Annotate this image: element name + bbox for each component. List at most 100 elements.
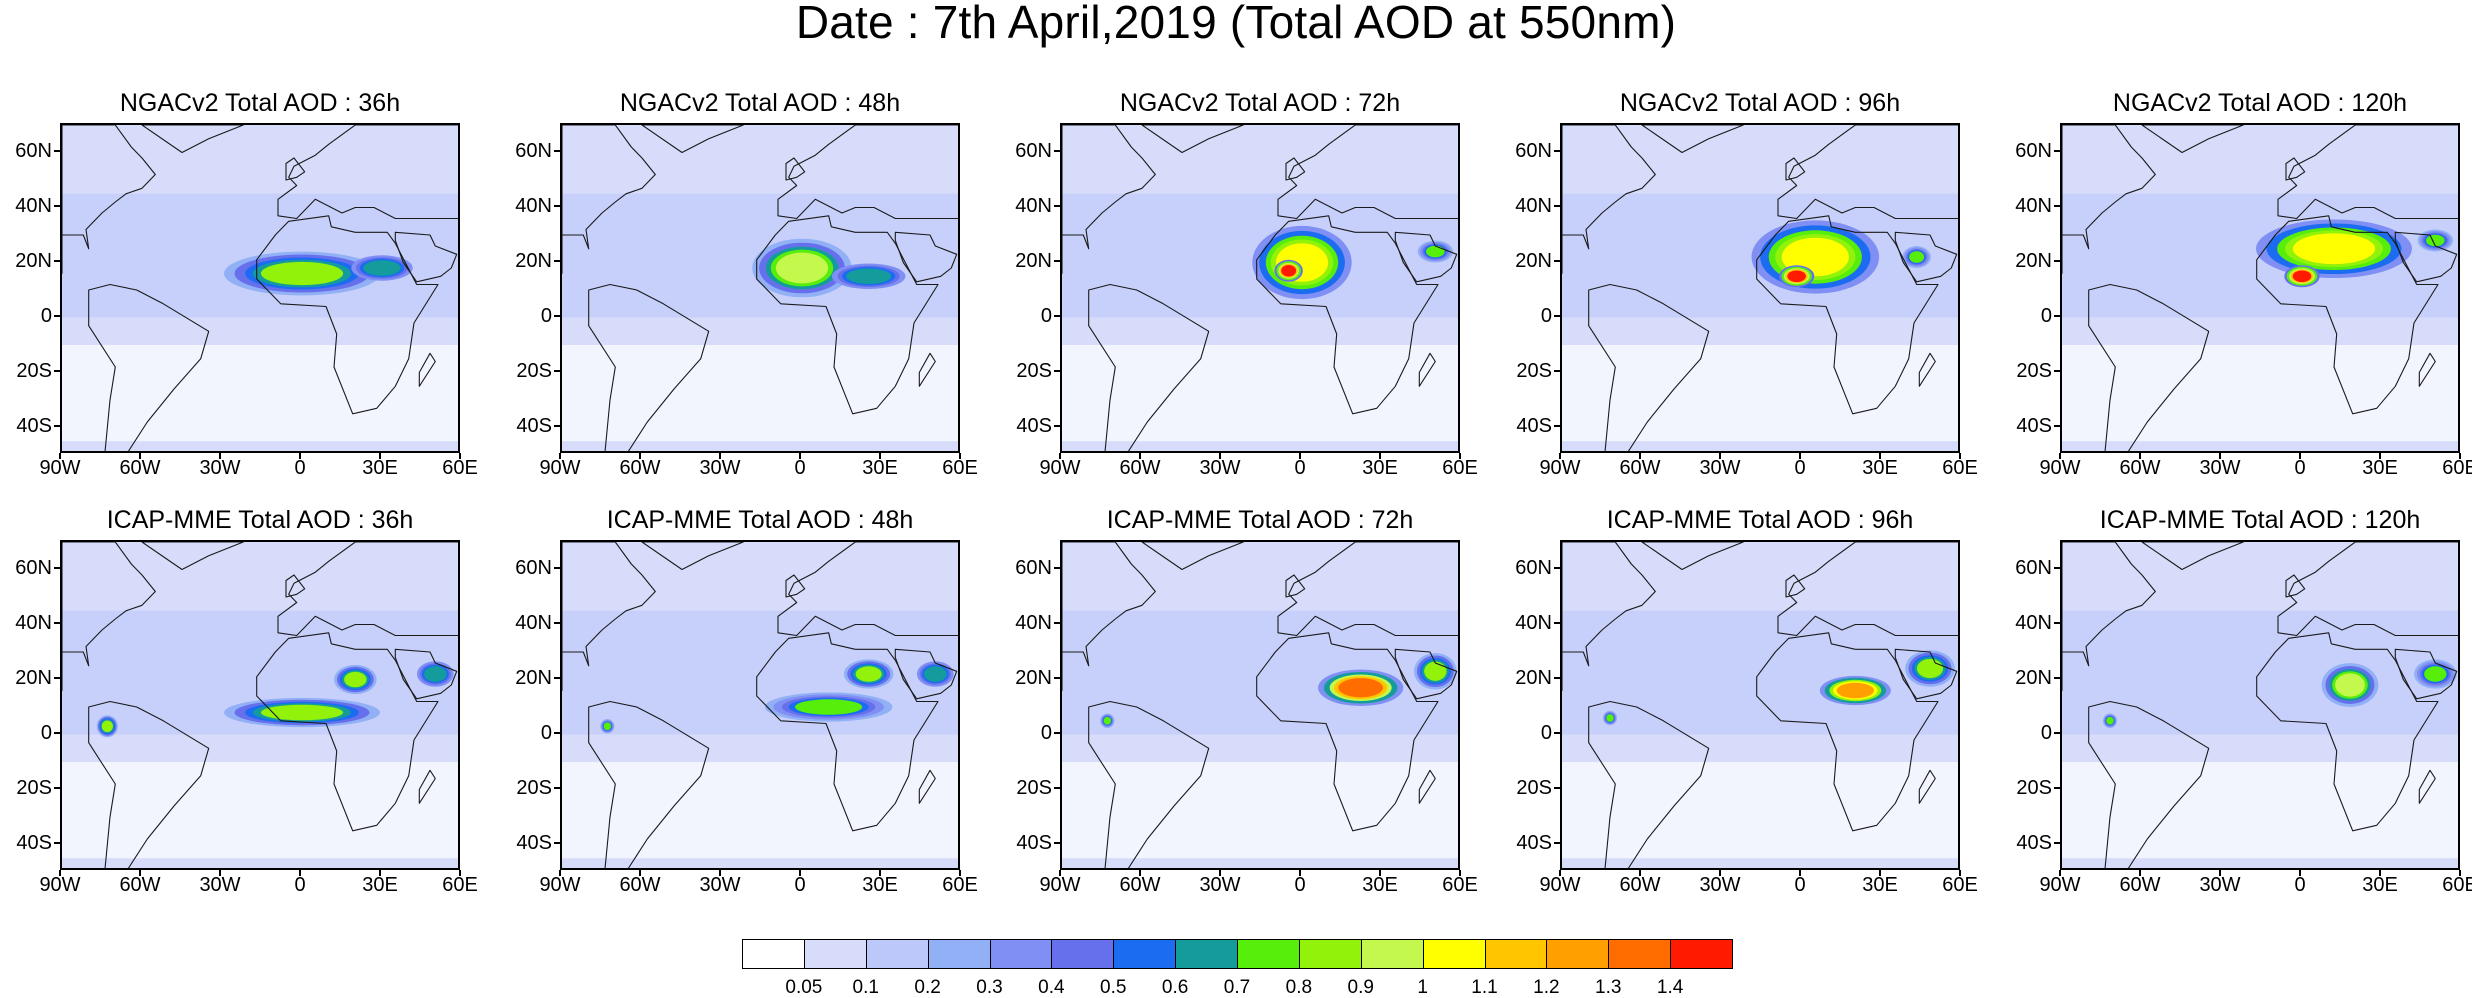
south-america-outline <box>1088 700 1210 868</box>
aod-plume <box>363 260 401 276</box>
map-panel: ICAP-MME Total AOD : 48h 60N 40N 20N 0 20S 40S… <box>502 505 1002 905</box>
lon-tick-label: 60E <box>1442 874 1478 896</box>
aod-plume <box>2424 666 2447 682</box>
colorbar-cell <box>1608 939 1672 969</box>
lat-tick <box>1554 314 1560 317</box>
map-canvas <box>2062 125 2458 451</box>
uk-outline <box>285 157 306 181</box>
greenland-outline <box>641 542 744 571</box>
south-america-outline <box>1088 283 1210 451</box>
greenland-outline <box>641 125 744 154</box>
lat-tick <box>2054 676 2060 679</box>
lon-tick <box>2059 870 2061 876</box>
lon-tick <box>219 453 221 459</box>
lon-tick-label: 0 <box>794 874 806 896</box>
aod-plume <box>101 720 113 733</box>
aod-plume <box>855 666 882 682</box>
aod-plume <box>1424 661 1447 681</box>
lon-tick-label: 30E <box>862 457 898 479</box>
arabia-outline <box>894 648 958 700</box>
lon-tick-label: 0 <box>294 874 306 896</box>
clean-southern-band <box>2062 762 2458 859</box>
arabia-outline <box>2394 231 2458 283</box>
lon-tick-label: 60W <box>619 457 661 479</box>
colorbar-cell <box>742 939 805 969</box>
lon-tick-label: 90W <box>39 457 81 479</box>
lon-tick <box>1559 453 1561 459</box>
south-america-outline <box>1588 283 1710 451</box>
lon-tick-label: 60E <box>942 457 978 479</box>
lat-tick-label: 40N <box>1515 611 1552 634</box>
lon-tick <box>1639 453 1641 459</box>
lat-tick <box>554 149 560 152</box>
lat-tick <box>2054 314 2060 317</box>
lon-tick-label: 0 <box>1794 457 1806 479</box>
lon-tick <box>459 453 461 459</box>
uk-outline <box>1785 574 1806 598</box>
aod-plume <box>2106 716 2114 725</box>
greenland-outline <box>141 125 244 154</box>
lat-tick-label: 20N <box>1015 249 1052 272</box>
lat-tick-label: 20S <box>1516 776 1552 799</box>
lat-tick-label: 20N <box>515 249 552 272</box>
lon-tick-label: 30E <box>362 457 398 479</box>
lat-tick-label: 40S <box>1516 414 1552 437</box>
lon-tick <box>1379 870 1381 876</box>
lat-tick-label: 20S <box>16 776 52 799</box>
lon-tick <box>2139 870 2141 876</box>
aod-plume <box>2292 233 2376 265</box>
aod-plume <box>1338 678 1384 698</box>
colorbar-level-label: 0.2 <box>914 977 941 998</box>
lon-tick <box>2379 453 2381 459</box>
lon-tick <box>559 870 561 876</box>
lon-tick <box>879 870 881 876</box>
lon-tick <box>379 453 381 459</box>
lat-tick <box>554 369 560 372</box>
lon-tick-label: 60W <box>119 457 161 479</box>
map-panel: NGACv2 Total AOD : 72h 60N 40N 20N 0 20S 40S 90… <box>1002 88 1502 488</box>
lat-tick <box>554 314 560 317</box>
colorbar-cell <box>1422 939 1486 969</box>
lon-tick-label: 90W <box>539 874 581 896</box>
lon-tick <box>219 870 221 876</box>
lat-tick-label: 40N <box>515 194 552 217</box>
lat-tick <box>554 621 560 624</box>
madagascar-outline <box>918 352 936 387</box>
lat-tick <box>554 259 560 262</box>
lat-tick <box>554 566 560 569</box>
uk-outline <box>285 574 306 598</box>
aod-plume <box>924 666 947 682</box>
lon-tick <box>59 870 61 876</box>
lat-tick-label: 20S <box>16 359 52 382</box>
lon-tick <box>1379 453 1381 459</box>
north-america-outline <box>62 542 156 692</box>
lat-tick-label: 60N <box>515 139 552 162</box>
lat-tick-label: 20N <box>1515 249 1552 272</box>
lat-tick-label: 20S <box>516 359 552 382</box>
panel-title: ICAP-MME Total AOD : 120h <box>2099 506 2421 534</box>
colorbar-cell <box>865 939 929 969</box>
clean-southern-band <box>1562 345 1958 442</box>
lat-tick-label: 40N <box>1015 194 1052 217</box>
africa-outline <box>256 632 439 832</box>
figure-title: Date : 7th April,2019 (Total AOD at 550n… <box>795 0 1677 48</box>
lon-tick-label: 0 <box>294 457 306 479</box>
lat-tick <box>1554 424 1560 427</box>
lat-tick <box>1054 369 1060 372</box>
africa-outline <box>756 215 939 415</box>
lon-tick-label: 90W <box>1539 457 1581 479</box>
greenland-outline <box>1641 542 1744 571</box>
map-panel: NGACv2 Total AOD : 120h 60N 40N 20N 0 20S 40S 9… <box>2002 88 2472 488</box>
lat-tick <box>1554 204 1560 207</box>
lat-tick <box>2054 621 2060 624</box>
lon-tick <box>1219 870 1221 876</box>
lat-tick-label: 20S <box>1016 359 1052 382</box>
lon-tick-label: 60E <box>1942 457 1978 479</box>
lon-tick-label: 60E <box>2442 457 2472 479</box>
clean-southern-band <box>562 345 958 442</box>
lat-tick-label: 40S <box>516 831 552 854</box>
lat-tick-label: 40S <box>516 414 552 437</box>
lon-tick-label: 30W <box>699 874 741 896</box>
map-panel: NGACv2 Total AOD : 96h 60N 40N 20N 0 20S 40S 90… <box>1502 88 2002 488</box>
uk-outline <box>2285 574 2306 598</box>
